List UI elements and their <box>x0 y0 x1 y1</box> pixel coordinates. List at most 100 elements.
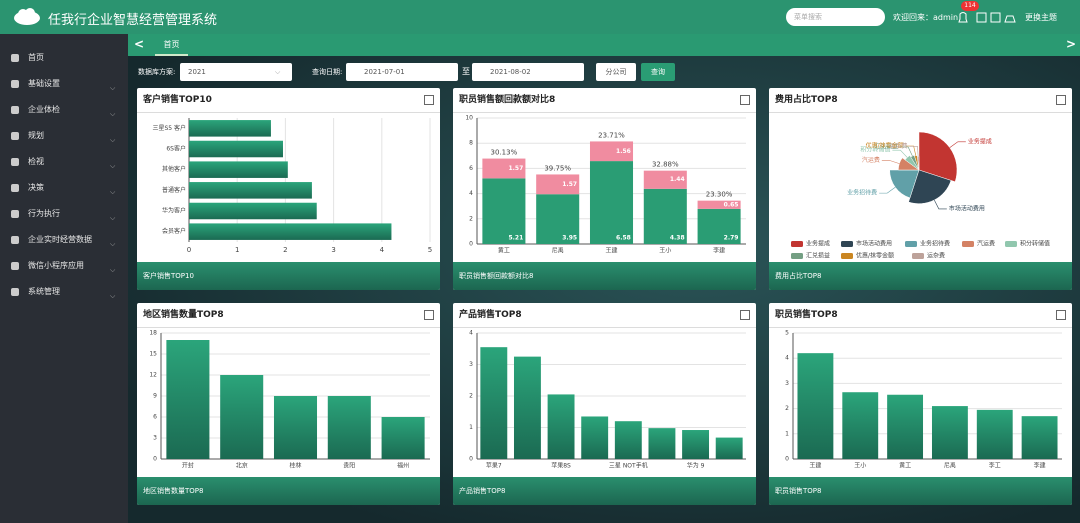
header: 任我行企业智慧经营管理系统 菜单搜索 欢迎回来：admin 114 更换主题 <box>0 0 1080 34</box>
search-box[interactable]: 菜单搜索 <box>786 8 885 26</box>
expand-icon[interactable] <box>740 95 750 105</box>
y-tick-label: 1 <box>469 424 473 431</box>
x-tick-label: 王建 <box>605 247 617 255</box>
query-button[interactable]: 查询 <box>641 63 675 81</box>
expand-icon[interactable] <box>1056 95 1066 105</box>
legend-swatch <box>962 241 974 247</box>
menu-icon <box>11 288 19 296</box>
scheme-select[interactable]: 2021 ⌵ <box>180 63 292 81</box>
menu-item[interactable]: 规划 ⌵ <box>0 126 128 146</box>
menu-item[interactable]: 企业体检 ⌵ <box>0 100 128 120</box>
x-tick-label: 三星 NOT手机 <box>609 462 648 470</box>
pie-slice <box>889 169 920 199</box>
header-icons[interactable] <box>955 0 1025 30</box>
panel-header: 职员销售TOP8 <box>769 303 1072 328</box>
legend-swatch <box>905 241 917 247</box>
menu-item[interactable]: 系统管理 ⌵ <box>0 282 128 302</box>
tab-prev[interactable]: < <box>134 37 145 51</box>
slice-label: 运杂费 <box>889 142 907 150</box>
theme-icon[interactable] <box>1004 15 1016 23</box>
y-tick-label: 华为客户 <box>162 207 186 215</box>
legend-swatch <box>912 253 924 259</box>
exit-icon[interactable] <box>976 12 987 23</box>
y-tick-label: 0 <box>469 241 473 248</box>
legend-swatch <box>791 241 803 247</box>
y-tick-label: 其他客户 <box>162 165 186 173</box>
panel-title: 地区销售数量TOP8 <box>143 310 224 320</box>
footer-label: 职员销售额回款额对比8 <box>459 272 534 280</box>
y-tick-label: 9 <box>153 393 157 400</box>
panel-header: 费用占比TOP8 <box>769 88 1072 113</box>
theme-button[interactable]: 更换主题 <box>1025 13 1057 22</box>
menu-item[interactable]: 企业实时经营数据 ⌵ <box>0 230 128 250</box>
tab[interactable]: 首页 <box>155 34 188 56</box>
menu-item[interactable]: 微信小程序应用 ⌵ <box>0 256 128 276</box>
start-date[interactable]: 2021-07-01 <box>346 63 458 81</box>
tab-next[interactable]: > <box>1066 37 1077 51</box>
bell-icon[interactable] <box>958 12 968 23</box>
menu-item[interactable]: 检视 ⌵ <box>0 152 128 172</box>
legend-swatch <box>791 253 803 259</box>
bar <box>327 396 371 459</box>
bar <box>931 406 968 459</box>
x-tick-label: 尼禹 <box>944 462 956 470</box>
x-tick-label: 4 <box>380 246 385 254</box>
menu-label: 行为执行 <box>28 209 60 218</box>
menu-arrow: ⌵ <box>110 292 116 300</box>
footer-label: 地区销售数量TOP8 <box>143 487 204 495</box>
logo <box>14 8 40 25</box>
bar <box>513 356 541 459</box>
bar-segment <box>589 141 634 162</box>
label-line <box>879 186 896 194</box>
chart: 0 3 6 9 12 15 18 开封 北京 桂林 贵阳 福州 <box>149 330 430 470</box>
footer-label: 客户销售TOP10 <box>143 272 194 280</box>
expand-icon[interactable] <box>424 95 434 105</box>
x-tick-label: 黄工 <box>899 462 911 470</box>
annotation: 23.71% <box>598 131 625 139</box>
footer-label: 产品销售TOP8 <box>459 487 506 495</box>
x-tick-label: 贵阳 <box>343 462 355 470</box>
branch-button[interactable]: 分公司 <box>596 63 636 81</box>
y-tick-label: 1 <box>785 430 789 437</box>
bar-segment <box>589 161 634 244</box>
y-tick-label: 8 <box>469 140 473 147</box>
date-separator: 至 <box>462 67 470 76</box>
value-label: 1.56 <box>616 148 631 155</box>
search-placeholder: 菜单搜索 <box>794 13 822 21</box>
legend-label: 优惠/抹零金额 <box>856 252 894 260</box>
menu-label: 决策 <box>28 183 44 192</box>
bar <box>614 421 642 459</box>
bar <box>797 353 834 459</box>
scheme-value: 2021 <box>188 68 206 76</box>
pie-slice <box>910 154 920 171</box>
expand-icon[interactable] <box>1056 310 1066 320</box>
pie-slice <box>908 169 952 204</box>
save-icon[interactable] <box>990 12 1001 23</box>
value-label: 3.95 <box>562 235 577 242</box>
menu-item[interactable]: 行为执行 ⌵ <box>0 204 128 224</box>
bar-segment <box>482 178 526 244</box>
y-tick-label: 4 <box>469 190 473 197</box>
bar <box>715 437 743 459</box>
tab-bar: < 首页 > <box>128 34 1080 56</box>
menu-item[interactable]: 基础设置 ⌵ <box>0 74 128 94</box>
bar-segment <box>536 174 580 195</box>
menu-item[interactable]: 首页 <box>0 48 128 68</box>
expand-icon[interactable] <box>740 310 750 320</box>
menu-item[interactable]: 决策 ⌵ <box>0 178 128 198</box>
menu-icon <box>11 210 19 218</box>
menu-arrow: ⌵ <box>110 136 116 144</box>
y-tick-label: 2 <box>469 393 473 400</box>
label-line <box>881 160 900 164</box>
legend-swatch <box>1005 241 1017 247</box>
welcome: 欢迎回来：admin <box>893 13 959 22</box>
chart-panel: 职员销售额回款额对比8 0 2 4 6 8 10 5.21 1.57 30.13% 黄工 3.95 1.… <box>453 88 756 290</box>
annotation: 32.88% <box>652 161 679 169</box>
slice-label: 业务提成 <box>968 137 992 145</box>
bar <box>842 392 879 459</box>
slice-label: 汽运费 <box>862 156 880 164</box>
end-date[interactable]: 2021-08-02 <box>472 63 584 81</box>
expand-icon[interactable] <box>424 310 434 320</box>
menu-icon <box>11 54 19 62</box>
chart-panel: 费用占比TOP8 业务提成 市场活动费用 业务招待费 汽运费 积分转储值 汇兑损益 优惠/抹零… <box>769 88 1072 290</box>
